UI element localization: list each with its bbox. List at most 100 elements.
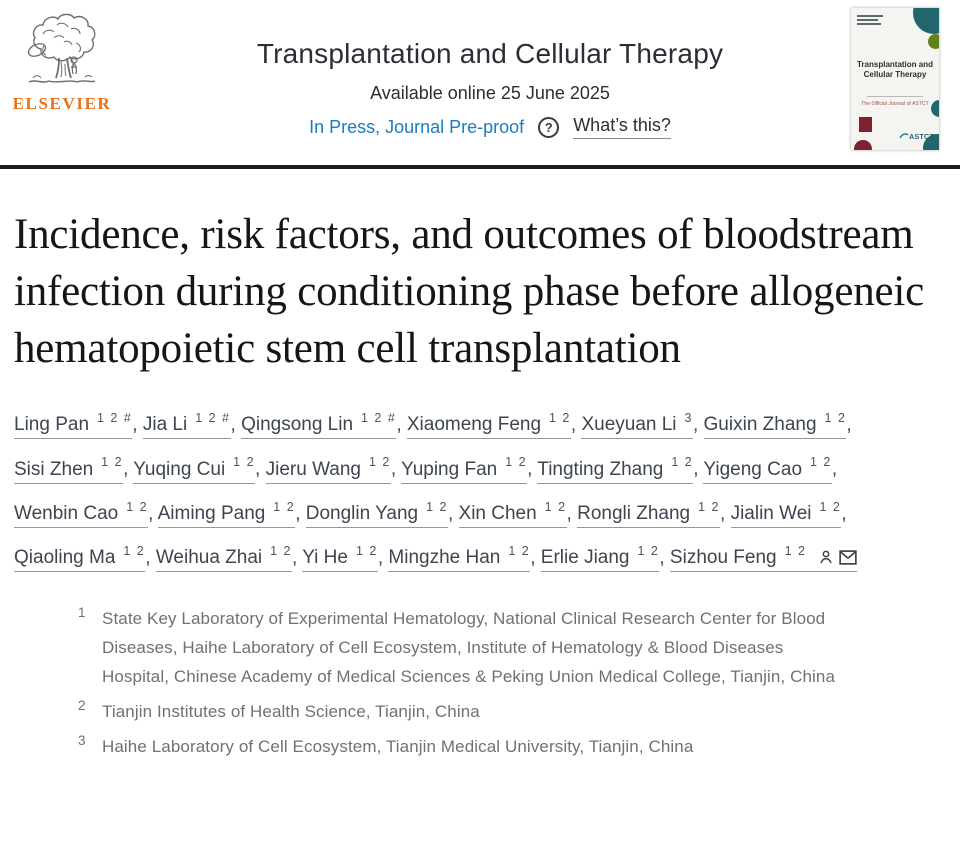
author-affiliation-sup: 1 2	[350, 543, 378, 558]
author-separator: ,	[396, 414, 407, 436]
author-link[interactable]: Guixin Zhang 1 2	[703, 411, 847, 440]
available-online-date: Available online 25 June 2025	[370, 83, 610, 103]
author-name: Donglin Yang	[305, 502, 419, 524]
author-separator: ,	[530, 547, 541, 569]
author-link[interactable]: Aiming Pang 1 2	[157, 500, 296, 528]
author-link[interactable]: Xiaomeng Feng 1 2	[406, 411, 571, 440]
corresponding-author-icons[interactable]	[813, 547, 858, 568]
person-icon	[820, 550, 833, 564]
author-separator: ,	[846, 414, 852, 436]
affiliation-item: 1 State Key Laboratory of Experimental He…	[78, 604, 868, 691]
author-separator: ,	[123, 458, 134, 480]
author-name: Yigeng Cao	[703, 458, 803, 480]
author-name: Xueyuan Li	[581, 414, 677, 436]
author-link[interactable]: Erlie Jiang 1 2	[540, 543, 660, 573]
author-affiliation-sup: 1 2	[364, 455, 391, 470]
author-name: Rongli Zhang	[577, 502, 691, 524]
article-title: Incidence, risk factors, and outcomes of…	[14, 211, 925, 372]
author-name: Wenbin Cao	[14, 502, 119, 524]
header-divider	[0, 165, 960, 169]
author-link[interactable]: Weihua Zhai 1 2	[155, 543, 292, 573]
author-separator: ,	[527, 458, 538, 480]
author-name: Sisi Zhen	[14, 458, 94, 480]
in-press-link[interactable]: In Press, Journal Pre-proof	[309, 116, 525, 137]
journal-cover-thumbnail[interactable]: Transplantation and Cellular Therapy The…	[851, 8, 939, 150]
author-separator: ,	[295, 502, 306, 524]
author-separator: ,	[132, 414, 143, 436]
author-affiliation-sup: 1 2	[421, 499, 448, 514]
cover-divider	[867, 96, 923, 97]
author-name: Jia Li	[142, 414, 188, 436]
author-name: Qingsong Lin	[241, 414, 354, 436]
author-link[interactable]: Donglin Yang 1 2	[305, 499, 448, 528]
author-link[interactable]: Xin Chen 1 2	[458, 499, 567, 528]
elsevier-logo[interactable]: ELSEVIER	[10, 12, 114, 114]
author-link[interactable]: Yi He 1 2	[302, 543, 378, 573]
author-affiliation-sup: 1 2	[503, 543, 531, 558]
author-separator: ,	[692, 414, 704, 436]
author-separator: ,	[570, 414, 582, 436]
author-name: Jialin Wei	[730, 502, 812, 524]
author-affiliation-sup: 1 2	[265, 543, 292, 558]
author-name: Xin Chen	[458, 502, 537, 524]
author-name: Yi He	[302, 547, 348, 569]
astct-logo: ASTCT	[899, 132, 934, 141]
author-link[interactable]: Jialin Wei 1 2	[730, 500, 842, 528]
author-link[interactable]: Xueyuan Li 3	[581, 411, 693, 440]
author-name: Yuqing Cui	[133, 458, 226, 480]
author-affiliation-sup: 1 2	[539, 499, 567, 514]
author-affiliation-sup: 1 2	[819, 411, 847, 425]
author-link[interactable]: Sizhou Feng 1 2	[669, 544, 858, 573]
cover-qr-code	[859, 117, 872, 132]
author-list: Ling Pan 1 2 #, Jia Li 1 2 #, Qingsong L…	[14, 400, 938, 577]
affiliation-text: Tianjin Institutes of Health Science, Ti…	[102, 702, 480, 722]
author-link[interactable]: Rongli Zhang 1 2	[577, 500, 720, 528]
author-link[interactable]: Sisi Zhen 1 2	[14, 455, 124, 484]
author-affiliation-sup: 1 2	[228, 455, 256, 470]
author-name: Xiaomeng Feng	[406, 414, 542, 436]
help-icon[interactable]: ?	[538, 116, 560, 138]
author-link[interactable]: Yuping Fan 1 2	[401, 455, 528, 484]
author-link[interactable]: Wenbin Cao 1 2	[14, 499, 149, 528]
author-link[interactable]: Yigeng Cao 1 2	[703, 455, 832, 484]
affiliation-item: 2 Tianjin Institutes of Health Science, T…	[78, 697, 868, 726]
author-separator: ,	[447, 502, 459, 524]
author-name: Guixin Zhang	[703, 414, 817, 436]
author-name: Tingting Zhang	[537, 458, 664, 480]
author-link[interactable]: Jieru Wang 1 2	[265, 455, 391, 484]
author-separator: ,	[292, 547, 303, 569]
affiliation-text: State Key Laboratory of Experimental Hem…	[102, 609, 836, 687]
author-link[interactable]: Yuqing Cui 1 2	[133, 455, 256, 484]
author-separator: ,	[720, 502, 731, 524]
journal-title[interactable]: Transplantation and Cellular Therapy	[256, 38, 724, 69]
author-link[interactable]: Qingsong Lin 1 2 #	[241, 411, 397, 440]
author-link[interactable]: Jia Li 1 2 #	[142, 411, 231, 440]
author-separator: ,	[230, 414, 242, 436]
author-affiliation-sup: 1 2	[544, 411, 571, 425]
author-link[interactable]: Qiaoling Ma 1 2	[14, 543, 146, 573]
author-affiliation-sup: 1 2	[96, 455, 124, 470]
elsevier-tree-icon	[27, 13, 96, 83]
author-affiliation-sup: 1 2	[121, 499, 149, 514]
author-name: Ling Pan	[14, 414, 90, 436]
author-separator: ,	[693, 458, 704, 480]
author-affiliation-sup: 1 2	[666, 455, 694, 470]
author-link[interactable]: Tingting Zhang 1 2	[537, 455, 694, 484]
author-separator: ,	[377, 547, 389, 569]
author-separator: ,	[841, 502, 847, 524]
author-link[interactable]: Ling Pan 1 2 #	[14, 411, 133, 440]
whats-this-link[interactable]: What’s this?	[573, 115, 671, 139]
author-name: Jieru Wang	[265, 458, 361, 480]
author-affiliation-sup: 1 2	[632, 543, 660, 558]
author-separator: ,	[145, 547, 156, 569]
author-name: Weihua Zhai	[155, 547, 263, 569]
affiliation-number: 2	[78, 698, 86, 714]
author-separator: ,	[831, 458, 838, 480]
author-affiliation-sup: 1 2	[118, 543, 146, 558]
author-link[interactable]: Mingzhe Han 1 2	[388, 543, 531, 573]
affiliation-list: 1 State Key Laboratory of Experimental He…	[78, 604, 938, 761]
elsevier-wordmark: ELSEVIER	[12, 94, 112, 113]
author-separator: ,	[255, 458, 266, 480]
author-name: Erlie Jiang	[540, 547, 630, 569]
author-name: Mingzhe Han	[388, 547, 501, 569]
